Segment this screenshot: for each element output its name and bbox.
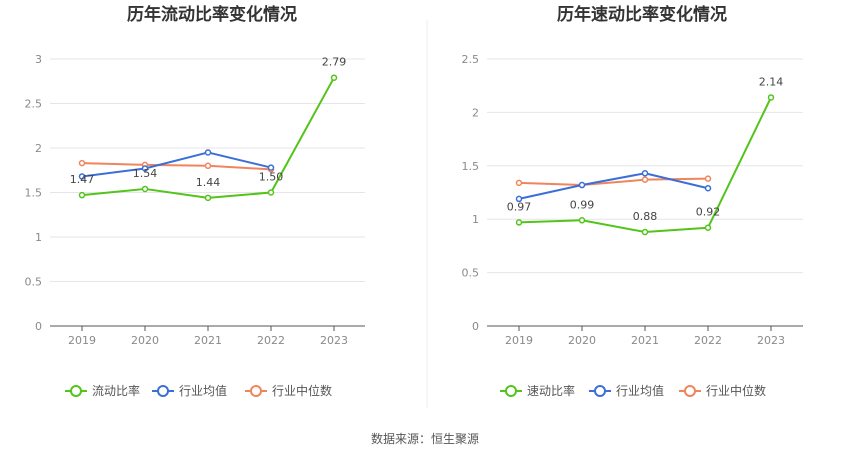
series-1-point xyxy=(641,228,649,236)
x-tick-label: 2022 xyxy=(257,334,285,347)
series-2-point xyxy=(78,173,86,180)
series-2-point xyxy=(204,149,212,156)
x-tick-label: 2023 xyxy=(757,334,785,347)
series-line-2 xyxy=(81,151,272,178)
series-2-point xyxy=(641,170,649,177)
series-3-point xyxy=(78,159,86,167)
legend-swatch-marker xyxy=(505,385,517,397)
legend-swatch-marker xyxy=(250,385,262,397)
legend-swatch-marker xyxy=(684,385,696,397)
legend-swatch-marker xyxy=(70,385,82,397)
series-1-point xyxy=(515,219,523,226)
y-tick-label: 1 xyxy=(472,213,479,226)
y-tick-label: 2.5 xyxy=(462,53,480,66)
y-tick-label: 1.5 xyxy=(462,160,480,173)
series-3-point xyxy=(704,175,712,182)
legend-label: 流动比率 xyxy=(92,383,140,398)
series-1-point xyxy=(704,224,712,231)
chart-title: 历年流动比率变化情况 xyxy=(127,4,297,25)
y-tick-label: 0 xyxy=(472,320,479,333)
data-label: 1.54 xyxy=(133,167,158,180)
y-tick-label: 0.5 xyxy=(462,267,480,280)
series-1-point xyxy=(204,194,212,202)
data-label: 0.99 xyxy=(570,198,595,211)
legend-item-1: 流动比率 xyxy=(65,383,140,398)
data-label: 2.14 xyxy=(759,75,784,88)
series-2-point xyxy=(141,165,149,172)
series-1-point xyxy=(330,74,338,81)
series-1-point xyxy=(78,191,86,199)
y-tick-label: 0 xyxy=(35,320,42,333)
x-tick-label: 2020 xyxy=(568,334,596,347)
source-note: 数据来源：恒生聚源 xyxy=(371,431,479,446)
x-tick-label: 2020 xyxy=(131,334,159,347)
data-label: 1.47 xyxy=(70,173,95,186)
series-1-point xyxy=(141,185,149,193)
y-tick-label: 2 xyxy=(35,142,42,155)
series-2-point xyxy=(267,164,275,171)
legend-swatch-marker xyxy=(157,385,169,397)
legend-item-2: 行业均值 xyxy=(589,383,664,398)
series-3-point xyxy=(204,162,212,170)
legend-item-3: 行业中位数 xyxy=(245,383,332,398)
y-tick-label: 1 xyxy=(35,231,42,244)
data-label: 0.97 xyxy=(507,200,532,213)
series-line-3 xyxy=(81,162,272,171)
series-2-point xyxy=(578,181,586,189)
legend-item-1: 速动比率 xyxy=(500,383,575,398)
series-line-2 xyxy=(518,172,709,200)
legend-label: 行业中位数 xyxy=(706,383,766,398)
data-label: 0.88 xyxy=(633,210,658,223)
legend-swatch-marker xyxy=(594,385,606,397)
series-1-point xyxy=(578,217,586,224)
series-1-point xyxy=(767,94,775,101)
x-tick-label: 2021 xyxy=(194,334,222,347)
series-3-point xyxy=(515,179,523,187)
y-tick-label: 2.5 xyxy=(25,98,43,111)
legend-label: 速动比率 xyxy=(527,383,575,398)
chart-title: 历年速动比率变化情况 xyxy=(557,4,727,25)
chart-panel-2: 历年速动比率变化情况 0 0.5 1 1.5 2 2.5 2019 2020 2021 2022 20… xyxy=(462,4,803,398)
y-tick-label: 1.5 xyxy=(25,187,43,200)
data-label: 2.79 xyxy=(322,56,347,69)
chart-panel-1: 历年流动比率变化情况 0 0.5 1 1.5 2 2.5 3 2019 2020 2021 2022 2… xyxy=(25,4,365,398)
legend-label: 行业中位数 xyxy=(272,383,332,398)
x-tick-label: 2019 xyxy=(68,334,96,347)
data-label: 0.92 xyxy=(696,206,721,219)
legend-label: 行业均值 xyxy=(616,383,664,398)
y-tick-label: 3 xyxy=(35,53,42,66)
series-line-3 xyxy=(518,177,709,187)
y-tick-label: 0.5 xyxy=(25,276,43,289)
legend-label: 行业均值 xyxy=(179,383,227,398)
legend-item-2: 行业均值 xyxy=(152,383,227,398)
series-2-point xyxy=(515,195,523,203)
x-tick-label: 2019 xyxy=(505,334,533,347)
series-1-point xyxy=(267,189,275,196)
y-tick-label: 2 xyxy=(472,106,479,119)
legend-item-3: 行业中位数 xyxy=(679,383,766,398)
x-tick-label: 2021 xyxy=(631,334,659,347)
x-tick-label: 2023 xyxy=(320,334,348,347)
series-2-point xyxy=(704,184,712,192)
x-tick-label: 2022 xyxy=(694,334,722,347)
data-label: 1.44 xyxy=(196,176,221,189)
series-3-point xyxy=(641,176,649,183)
data-label: 1.50 xyxy=(259,171,284,184)
